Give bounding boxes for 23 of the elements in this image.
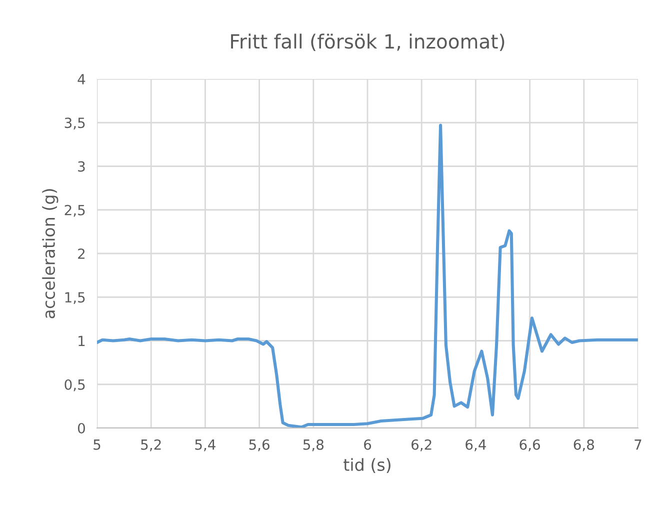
x-tick-label: 6 (364, 439, 372, 450)
x-tick-label: 6,4 (466, 439, 486, 452)
y-tick-label: 0 (78, 422, 85, 434)
x-axis-title: tid (s) (344, 458, 390, 473)
x-tick-label: 5 (94, 440, 100, 450)
y-tick-label: 4 (78, 74, 86, 84)
y-tick-label: 3,5 (64, 118, 85, 130)
x-tick-label: 7 (634, 440, 642, 450)
y-tick-label: 3 (78, 161, 85, 172)
x-tick-label: 5,8 (303, 439, 324, 452)
x-tick-label: 6,2 (412, 439, 432, 452)
y-tick-label: 1,5 (65, 292, 85, 304)
x-tick-label: 6,8 (574, 439, 594, 452)
x-tick-label: 6,6 (520, 439, 540, 452)
chart-title: Fritt fall (försök 1, inzoomat) (231, 34, 504, 52)
y-tick-label: 0,5 (64, 379, 85, 392)
y-tick-label: 2,5 (64, 204, 85, 217)
y-tick-label: 1 (78, 336, 85, 346)
y-axis-title: acceleration (g) (42, 189, 58, 318)
x-tick-label: 5,4 (195, 440, 216, 452)
x-tick-label: 5,6 (249, 439, 270, 452)
x-tick-label: 5,2 (141, 439, 161, 452)
y-tick-label: 2 (78, 248, 84, 259)
